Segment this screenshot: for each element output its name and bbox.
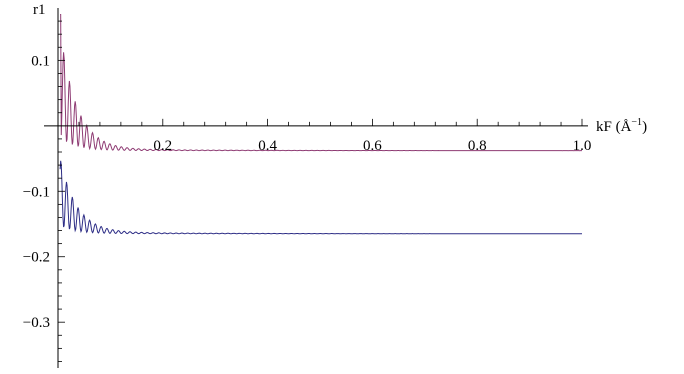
x-ticks: 0.2 0.4 0.6 0.8 1.0: [78, 118, 592, 154]
series-line-1: [60, 14, 583, 152]
y-ticks: 0.1 −0.1 −0.2 −0.3: [23, 20, 65, 362]
series-line-2: [59, 160, 583, 235]
y-axis-label: r1: [33, 2, 46, 18]
series-layer: [59, 14, 583, 235]
x-axis-label-main: kF (Å: [596, 119, 632, 135]
x-axis-label-superscript: −1: [631, 117, 642, 128]
y-tick-label: −0.1: [23, 184, 50, 200]
axes-layer: 0.2 0.4 0.6 0.8 1.0 0.1 −0.1 −0.2 −0.3: [23, 8, 592, 368]
x-tick-label: 0.2: [153, 138, 172, 154]
x-axis-label: kF (Å−1): [596, 117, 647, 135]
x-tick-label: 1.0: [573, 138, 592, 154]
y-tick-label: −0.3: [23, 315, 50, 331]
y-tick-label: 0.1: [31, 53, 50, 69]
x-tick-label: 0.6: [363, 138, 382, 154]
y-tick-label: −0.2: [23, 250, 50, 266]
x-tick-label: 0.8: [468, 138, 487, 154]
x-axis-label-close: ): [642, 119, 647, 135]
x-tick-label: 0.4: [258, 138, 277, 154]
